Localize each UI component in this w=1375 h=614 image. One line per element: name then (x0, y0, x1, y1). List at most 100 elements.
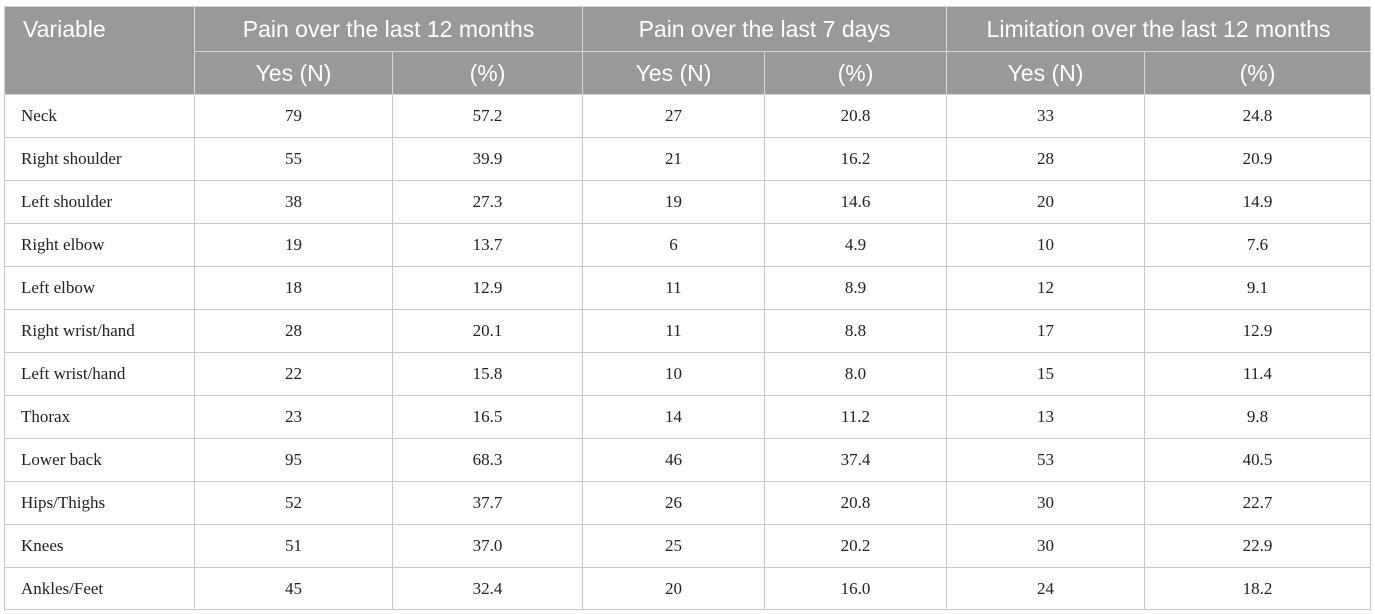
cell-pain-7d-percent: 8.0 (764, 352, 947, 396)
cell-pain-12m-yes-n: 38 (194, 180, 393, 224)
cell-limitation-12m-yes-n: 28 (946, 137, 1145, 181)
cell-pain-7d-percent: 20.8 (764, 481, 947, 525)
cell-limitation-12m-yes-n: 30 (946, 481, 1145, 525)
cell-pain-12m-percent: 39.9 (392, 137, 583, 181)
cell-pain-7d-percent: 20.2 (764, 524, 947, 568)
cell-limitation-12m-yes-n: 10 (946, 223, 1145, 267)
cell-pain-7d-yes-n: 14 (582, 395, 765, 439)
cell-pain-7d-yes-n: 20 (582, 567, 765, 610)
cell-pain-12m-yes-n: 22 (194, 352, 393, 396)
table-row: Right shoulder 55 39.9 21 16.2 28 20.9 (4, 137, 1371, 181)
cell-pain-12m-percent: 27.3 (392, 180, 583, 224)
cell-variable: Right shoulder (4, 137, 195, 181)
cell-limitation-12m-percent: 40.5 (1144, 438, 1371, 482)
header-sub-yes-n: Yes (N) (946, 51, 1145, 95)
cell-limitation-12m-percent: 20.9 (1144, 137, 1371, 181)
cell-pain-7d-percent: 37.4 (764, 438, 947, 482)
cell-pain-12m-yes-n: 23 (194, 395, 393, 439)
cell-pain-7d-percent: 20.8 (764, 94, 947, 138)
cell-limitation-12m-percent: 9.8 (1144, 395, 1371, 439)
cell-pain-12m-yes-n: 95 (194, 438, 393, 482)
cell-variable: Neck (4, 94, 195, 138)
cell-limitation-12m-yes-n: 33 (946, 94, 1145, 138)
header-row-sub: Yes (N) (%) Yes (N) (%) Yes (N) (%) (5, 51, 1371, 95)
data-table: Variable Pain over the last 12 months Pa… (4, 6, 1371, 610)
cell-limitation-12m-percent: 24.8 (1144, 94, 1371, 138)
cell-variable: Thorax (4, 395, 195, 439)
cell-limitation-12m-yes-n: 30 (946, 524, 1145, 568)
cell-variable: Right wrist/hand (4, 309, 195, 353)
header-sub-percent: (%) (392, 51, 583, 95)
cell-pain-12m-yes-n: 79 (194, 94, 393, 138)
cell-pain-7d-yes-n: 21 (582, 137, 765, 181)
cell-limitation-12m-percent: 18.2 (1144, 567, 1371, 610)
cell-pain-7d-yes-n: 10 (582, 352, 765, 396)
table-row: Thorax 23 16.5 14 11.2 13 9.8 (4, 395, 1371, 439)
cell-pain-7d-yes-n: 19 (582, 180, 765, 224)
table-row: Right wrist/hand 28 20.1 11 8.8 17 12.9 (4, 309, 1371, 353)
cell-limitation-12m-yes-n: 13 (946, 395, 1145, 439)
cell-limitation-12m-yes-n: 15 (946, 352, 1145, 396)
cell-limitation-12m-percent: 12.9 (1144, 309, 1371, 353)
cell-pain-12m-percent: 16.5 (392, 395, 583, 439)
cell-pain-7d-yes-n: 11 (582, 309, 765, 353)
cell-pain-12m-percent: 37.0 (392, 524, 583, 568)
header-group-pain-12-months: Pain over the last 12 months (194, 6, 583, 52)
cell-pain-12m-yes-n: 28 (194, 309, 393, 353)
cell-limitation-12m-percent: 9.1 (1144, 266, 1371, 310)
header-group-limitation-12-months: Limitation over the last 12 months (946, 6, 1371, 52)
cell-pain-7d-yes-n: 26 (582, 481, 765, 525)
cell-pain-7d-yes-n: 25 (582, 524, 765, 568)
cell-variable: Left wrist/hand (4, 352, 195, 396)
cell-limitation-12m-percent: 22.7 (1144, 481, 1371, 525)
cell-limitation-12m-percent: 7.6 (1144, 223, 1371, 267)
cell-pain-7d-percent: 16.2 (764, 137, 947, 181)
cell-pain-12m-yes-n: 51 (194, 524, 393, 568)
header-sub-percent: (%) (764, 51, 947, 95)
cell-pain-12m-yes-n: 52 (194, 481, 393, 525)
cell-variable: Left elbow (4, 266, 195, 310)
cell-limitation-12m-yes-n: 20 (946, 180, 1145, 224)
cell-pain-12m-percent: 32.4 (392, 567, 583, 610)
cell-pain-12m-percent: 37.7 (392, 481, 583, 525)
table-row: Ankles/Feet 45 32.4 20 16.0 24 18.2 (4, 567, 1371, 610)
cell-pain-7d-percent: 16.0 (764, 567, 947, 610)
cell-limitation-12m-yes-n: 17 (946, 309, 1145, 353)
table-body: Neck 79 57.2 27 20.8 33 24.8 Right shoulder 55 39… (4, 94, 1371, 610)
cell-variable: Right elbow (4, 223, 195, 267)
cell-pain-12m-yes-n: 45 (194, 567, 393, 610)
cell-pain-7d-yes-n: 46 (582, 438, 765, 482)
cell-variable: Knees (4, 524, 195, 568)
cell-pain-12m-yes-n: 55 (194, 137, 393, 181)
header-sub-yes-n: Yes (N) (582, 51, 765, 95)
cell-pain-12m-percent: 12.9 (392, 266, 583, 310)
table-header: Variable Pain over the last 12 months Pa… (4, 6, 1371, 95)
cell-pain-7d-percent: 8.8 (764, 309, 947, 353)
cell-pain-7d-yes-n: 11 (582, 266, 765, 310)
cell-limitation-12m-yes-n: 12 (946, 266, 1145, 310)
table-row: Left shoulder 38 27.3 19 14.6 20 14.9 (4, 180, 1371, 224)
cell-limitation-12m-yes-n: 24 (946, 567, 1145, 610)
cell-limitation-12m-percent: 11.4 (1144, 352, 1371, 396)
cell-pain-7d-percent: 8.9 (764, 266, 947, 310)
cell-pain-12m-percent: 20.1 (392, 309, 583, 353)
cell-pain-12m-percent: 57.2 (392, 94, 583, 138)
table-row: Left wrist/hand 22 15.8 10 8.0 15 11.4 (4, 352, 1371, 396)
cell-pain-7d-percent: 14.6 (764, 180, 947, 224)
cell-pain-12m-percent: 13.7 (392, 223, 583, 267)
cell-pain-7d-yes-n: 6 (582, 223, 765, 267)
table-row: Lower back 95 68.3 46 37.4 53 40.5 (4, 438, 1371, 482)
cell-variable: Left shoulder (4, 180, 195, 224)
cell-pain-12m-percent: 15.8 (392, 352, 583, 396)
cell-pain-7d-yes-n: 27 (582, 94, 765, 138)
table-row: Neck 79 57.2 27 20.8 33 24.8 (4, 94, 1371, 138)
table-row: Knees 51 37.0 25 20.2 30 22.9 (4, 524, 1371, 568)
cell-variable: Hips/Thighs (4, 481, 195, 525)
cell-variable: Lower back (4, 438, 195, 482)
header-group-pain-7-days: Pain over the last 7 days (582, 6, 947, 52)
table-row: Left elbow 18 12.9 11 8.9 12 9.1 (4, 266, 1371, 310)
table-row: Hips/Thighs 52 37.7 26 20.8 30 22.7 (4, 481, 1371, 525)
cell-pain-12m-yes-n: 18 (194, 266, 393, 310)
header-variable: Variable (4, 6, 195, 95)
cell-variable: Ankles/Feet (4, 567, 195, 610)
